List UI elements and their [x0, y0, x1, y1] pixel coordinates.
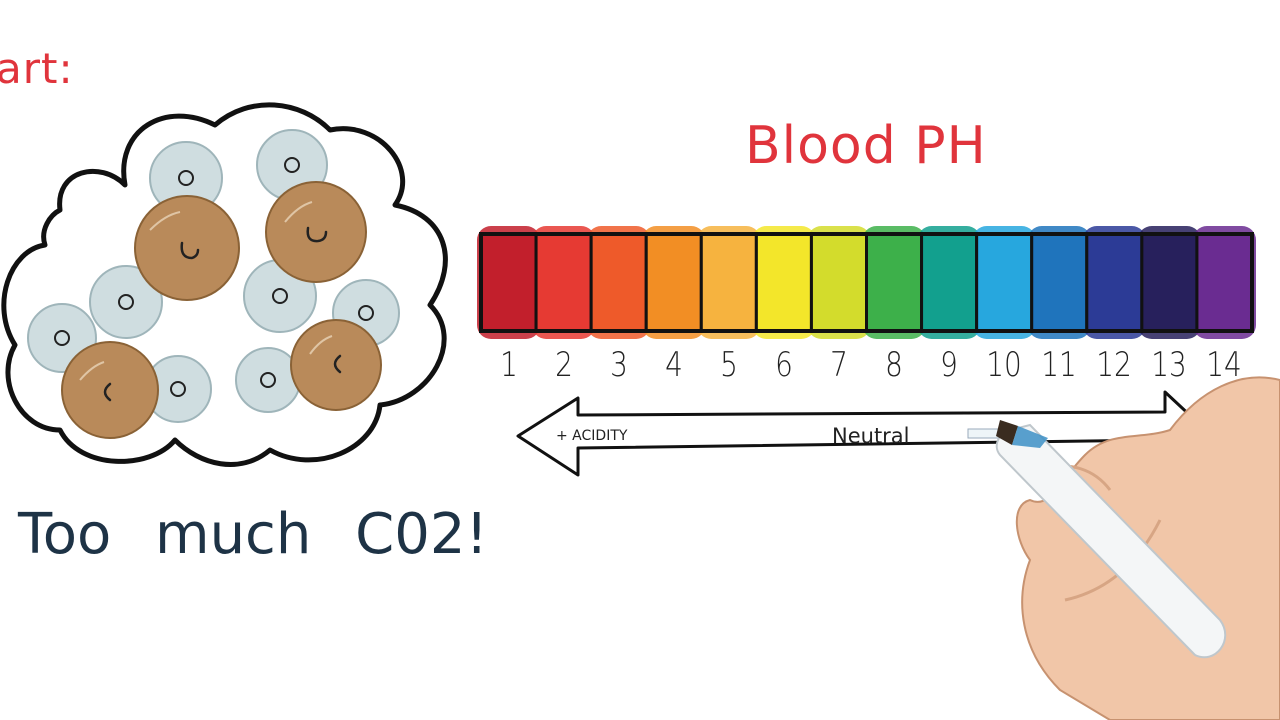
ph-number-5: 5 [719, 345, 738, 385]
ph-number-7: 7 [830, 345, 848, 385]
ph-number-8: 8 [885, 345, 903, 385]
ph-number-2: 2 [554, 345, 573, 385]
ph-segment-2 [534, 232, 593, 333]
ph-color-bar [477, 226, 1256, 339]
ph-segment-12 [1085, 232, 1144, 333]
ph-number-1: 1 [499, 345, 518, 385]
blue-cell-centers [54, 157, 374, 397]
ph-number-12: 12 [1096, 345, 1133, 385]
ph-segment-4 [644, 232, 703, 333]
ph-segment-6 [754, 232, 813, 333]
hand-with-marker [995, 376, 1280, 720]
heading-fragment: art: [0, 44, 74, 93]
ph-number-11: 11 [1041, 345, 1077, 385]
ph-bar-outline [479, 232, 1254, 333]
ph-number-3: 3 [609, 345, 628, 385]
ph-segment-10 [975, 232, 1034, 333]
ph-segment-7 [809, 232, 869, 333]
acidity-label: + ACIDITY [556, 428, 628, 444]
ph-number-13: 13 [1151, 345, 1188, 385]
too-much-co2-caption: Too much C02! [18, 502, 488, 567]
ph-segment-1 [479, 232, 538, 333]
blood-ph-title: Blood PH [745, 116, 987, 176]
brown-cells [61, 181, 382, 439]
ph-number-4: 4 [664, 345, 683, 385]
ph-number-9: 9 [940, 345, 958, 385]
ph-segment-5 [699, 232, 758, 333]
ph-segment-11 [1030, 232, 1089, 333]
brown-cell-marks [103, 226, 342, 402]
ph-segment-8 [865, 232, 924, 333]
ph-number-6: 6 [775, 345, 793, 385]
neutral-label: Neutral [832, 424, 910, 448]
ph-number-14: 14 [1206, 345, 1243, 385]
brown-cell-highlights [79, 201, 333, 381]
ph-segment-3 [589, 232, 648, 333]
ph-segment-9 [920, 232, 979, 333]
ph-segment-13 [1140, 232, 1199, 333]
ph-number-10: 10 [986, 345, 1022, 385]
ph-segment-14 [1195, 232, 1254, 333]
